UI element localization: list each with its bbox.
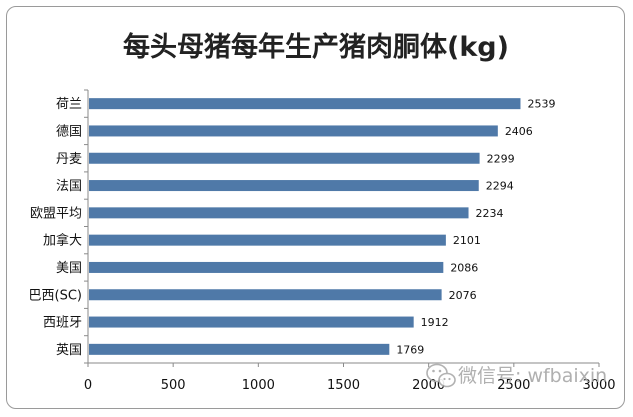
category-label: 欧盟平均 — [30, 206, 82, 221]
bar — [89, 152, 480, 164]
category-label: 加拿大 — [43, 233, 82, 249]
category-label: 德国 — [56, 124, 82, 139]
watermark: 微信号: wfbaixin — [426, 363, 607, 388]
category-label: 荷兰 — [56, 97, 82, 112]
category-label: 西班牙 — [43, 316, 82, 331]
data-label: 2076 — [449, 289, 477, 302]
category-label: 美国 — [56, 261, 82, 276]
chart-title: 每头母猪每年生产猪肉胴体(kg) — [123, 31, 509, 63]
x-tick-label: 500 — [161, 378, 186, 393]
data-label: 2234 — [476, 207, 504, 220]
category-label: 丹麦 — [56, 152, 82, 167]
bar — [89, 316, 414, 328]
x-tick-label: 3000 — [582, 378, 615, 393]
wechat-icon — [426, 363, 456, 388]
bar — [89, 343, 390, 355]
bar — [89, 261, 444, 273]
category-label: 巴西(SC) — [29, 288, 82, 303]
data-label: 2086 — [450, 261, 478, 274]
data-label: 2101 — [453, 234, 481, 247]
data-label: 2539 — [527, 98, 555, 111]
bar — [89, 289, 442, 301]
bar — [89, 180, 479, 192]
bar — [89, 234, 446, 246]
data-label: 2294 — [486, 180, 514, 193]
category-label: 英国 — [56, 343, 82, 358]
x-tick-label: 0 — [84, 378, 92, 393]
x-tick-label: 2500 — [497, 378, 530, 393]
data-label: 2299 — [487, 152, 515, 165]
data-label: 1769 — [396, 343, 424, 356]
x-tick-label: 1500 — [327, 378, 360, 393]
watermark-text: 微信号: wfbaixin — [458, 365, 607, 387]
data-label: 2406 — [505, 125, 533, 138]
category-label: 法国 — [56, 179, 82, 194]
x-tick-label: 1000 — [242, 378, 275, 393]
data-label: 1912 — [421, 316, 449, 329]
bar — [89, 125, 498, 137]
bar — [89, 207, 469, 219]
plot-area: 荷兰 2539 德国 2406 丹麦 2299 法国 2294 欧盟平均 2234 加拿大 2101 美… — [29, 89, 616, 393]
bar — [89, 98, 521, 110]
